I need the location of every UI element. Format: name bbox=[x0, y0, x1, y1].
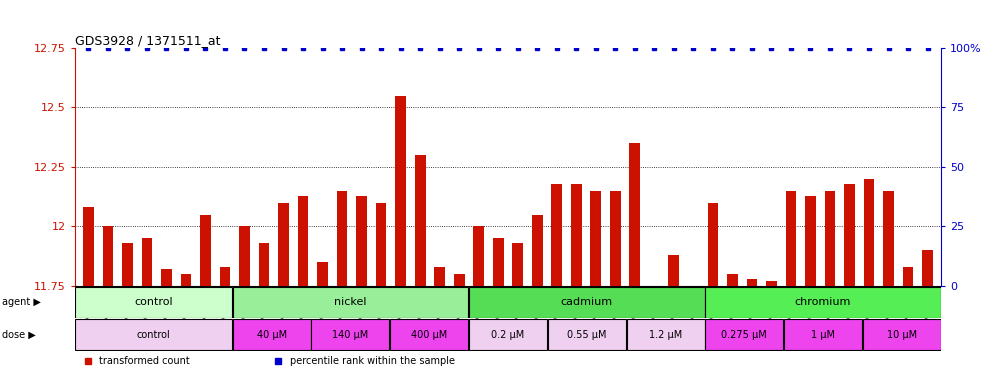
Bar bbox=[610, 191, 621, 286]
Bar bbox=[705, 286, 941, 318]
Bar bbox=[469, 319, 547, 350]
Bar bbox=[532, 215, 543, 286]
Bar bbox=[668, 255, 679, 286]
Bar bbox=[649, 286, 659, 291]
Bar bbox=[278, 203, 289, 286]
Text: transformed count: transformed count bbox=[99, 356, 189, 366]
Bar bbox=[141, 238, 152, 286]
Bar bbox=[786, 191, 797, 286]
Bar bbox=[688, 286, 699, 291]
Text: control: control bbox=[134, 297, 172, 307]
Bar bbox=[902, 267, 913, 286]
Text: 40 μM: 40 μM bbox=[257, 329, 287, 339]
Bar bbox=[784, 319, 863, 350]
Bar bbox=[512, 243, 523, 286]
Bar bbox=[259, 243, 269, 286]
Bar bbox=[200, 215, 211, 286]
Text: GDS3928 / 1371511_at: GDS3928 / 1371511_at bbox=[75, 34, 220, 47]
Bar bbox=[469, 286, 704, 318]
Bar bbox=[75, 319, 232, 350]
Bar bbox=[317, 262, 328, 286]
Text: 400 μM: 400 μM bbox=[411, 329, 447, 339]
Bar bbox=[805, 195, 816, 286]
Bar bbox=[883, 191, 893, 286]
Text: 140 μM: 140 μM bbox=[333, 329, 369, 339]
Bar bbox=[123, 243, 132, 286]
Bar bbox=[180, 274, 191, 286]
Text: 0.55 μM: 0.55 μM bbox=[567, 329, 607, 339]
Text: nickel: nickel bbox=[335, 297, 367, 307]
Bar bbox=[239, 227, 250, 286]
Bar bbox=[548, 319, 625, 350]
Text: agent ▶: agent ▶ bbox=[2, 297, 41, 307]
Text: percentile rank within the sample: percentile rank within the sample bbox=[290, 356, 454, 366]
Text: dose ▶: dose ▶ bbox=[2, 329, 36, 339]
Bar bbox=[233, 286, 468, 318]
Bar bbox=[571, 184, 582, 286]
Bar bbox=[312, 319, 389, 350]
Bar bbox=[864, 179, 874, 286]
Bar bbox=[591, 191, 602, 286]
Text: 1.2 μM: 1.2 μM bbox=[648, 329, 682, 339]
Bar bbox=[434, 267, 445, 286]
Bar bbox=[863, 319, 941, 350]
Bar bbox=[414, 155, 425, 286]
Bar bbox=[845, 184, 855, 286]
Bar bbox=[219, 267, 230, 286]
Bar bbox=[629, 143, 640, 286]
Bar bbox=[473, 227, 484, 286]
Bar bbox=[298, 195, 309, 286]
Text: cadmium: cadmium bbox=[561, 297, 613, 307]
Bar bbox=[337, 191, 348, 286]
Bar bbox=[766, 281, 777, 286]
Bar bbox=[727, 274, 738, 286]
Text: chromium: chromium bbox=[795, 297, 852, 307]
Text: 1 μM: 1 μM bbox=[811, 329, 835, 339]
Bar bbox=[83, 207, 94, 286]
Bar bbox=[626, 319, 704, 350]
Bar bbox=[390, 319, 468, 350]
Bar bbox=[747, 279, 757, 286]
Bar bbox=[395, 96, 406, 286]
Bar bbox=[454, 274, 464, 286]
Text: 10 μM: 10 μM bbox=[886, 329, 917, 339]
Bar bbox=[75, 286, 232, 318]
Bar bbox=[357, 195, 367, 286]
Bar bbox=[705, 319, 783, 350]
Bar bbox=[161, 269, 171, 286]
Text: 0.2 μM: 0.2 μM bbox=[491, 329, 525, 339]
Bar bbox=[103, 227, 114, 286]
Bar bbox=[922, 250, 933, 286]
Bar bbox=[552, 184, 562, 286]
Bar bbox=[493, 238, 504, 286]
Text: 0.275 μM: 0.275 μM bbox=[721, 329, 767, 339]
Bar bbox=[233, 319, 311, 350]
Bar bbox=[375, 203, 386, 286]
Text: control: control bbox=[136, 329, 170, 339]
Bar bbox=[707, 203, 718, 286]
Bar bbox=[825, 191, 836, 286]
